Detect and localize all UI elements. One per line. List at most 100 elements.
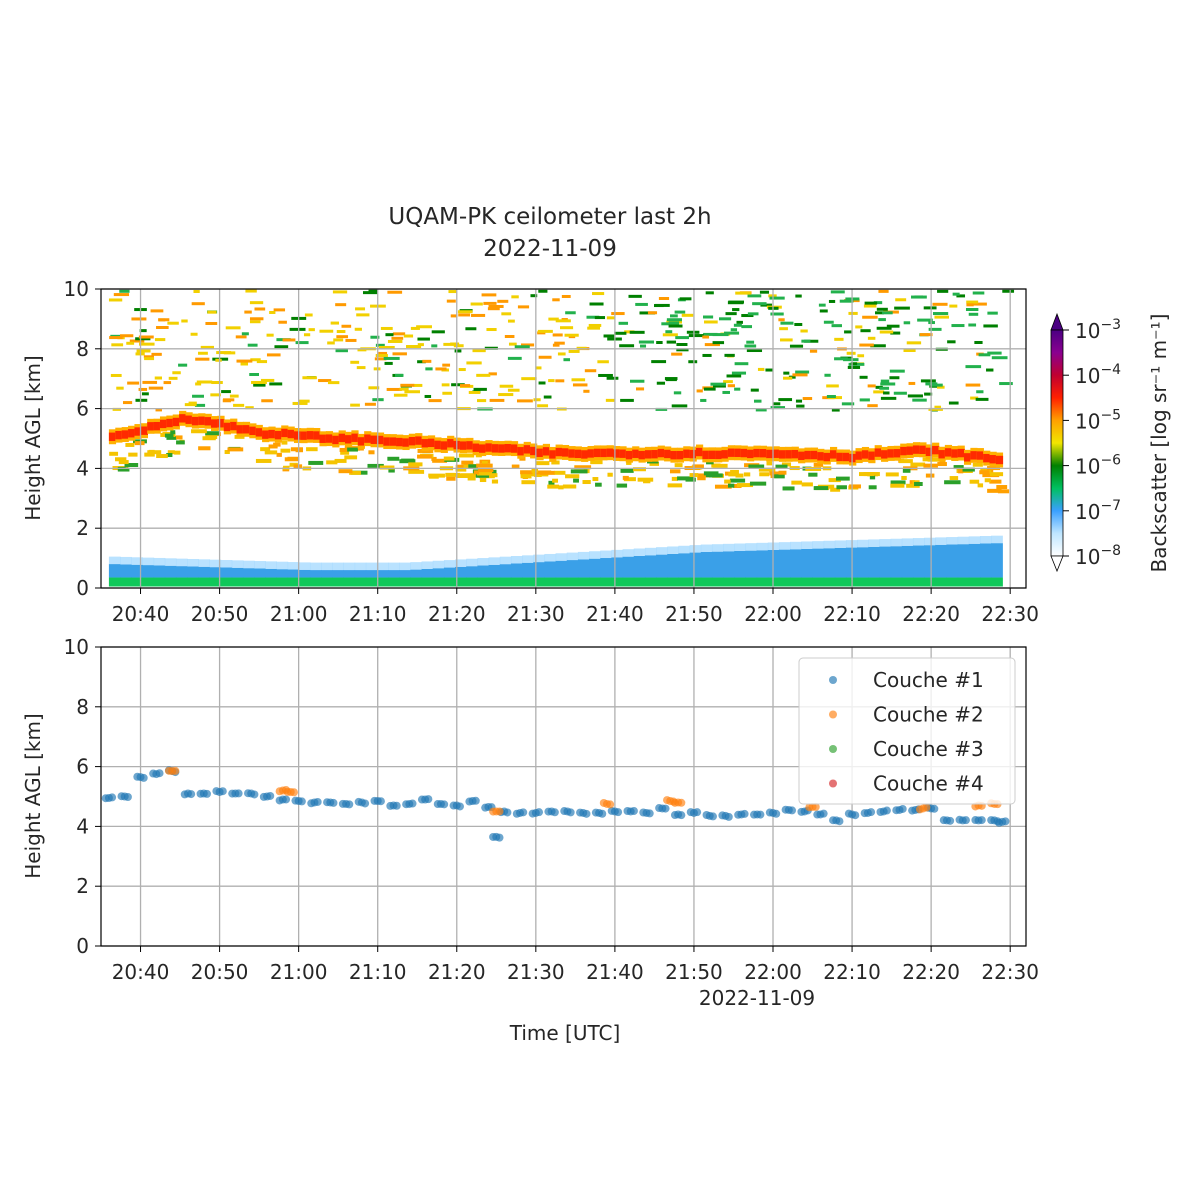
heatmap-cell bbox=[138, 335, 154, 339]
heatmap-cell bbox=[588, 323, 602, 327]
heatmap-cell bbox=[255, 458, 272, 463]
heatmap-cell bbox=[664, 449, 672, 459]
heatmap-cell bbox=[728, 472, 738, 477]
heatmap-cell bbox=[759, 290, 770, 294]
heatmap-cell bbox=[889, 376, 900, 380]
heatmap-cell bbox=[747, 312, 759, 316]
heatmap-cell bbox=[611, 549, 624, 558]
heatmap-cell bbox=[700, 552, 713, 578]
heatmap-cell bbox=[336, 335, 349, 339]
heatmap-cell bbox=[491, 444, 499, 453]
heatmap-cell bbox=[195, 382, 202, 386]
scatter-point bbox=[440, 800, 449, 809]
heatmap-cell bbox=[497, 299, 509, 303]
colorbar-bar bbox=[1050, 329, 1064, 557]
heatmap-cell bbox=[873, 301, 883, 305]
heatmap-cell bbox=[643, 479, 651, 484]
heatmap-cell bbox=[924, 392, 933, 396]
heatmap-cell bbox=[446, 299, 456, 303]
heatmap-cell bbox=[368, 386, 380, 390]
heatmap-cell bbox=[338, 469, 353, 474]
heatmap-cell bbox=[890, 546, 903, 578]
heatmap-cell bbox=[561, 448, 570, 457]
heatmap-cell bbox=[935, 544, 948, 578]
heatmap-cell bbox=[350, 360, 360, 364]
heatmap-cell bbox=[544, 553, 557, 562]
heatmap-cell bbox=[890, 538, 903, 547]
heatmap-cell bbox=[153, 565, 166, 578]
heatmap-cell bbox=[108, 432, 117, 441]
heatmap-cell bbox=[205, 431, 220, 436]
heatmap-cell bbox=[977, 483, 984, 488]
heatmap-cell bbox=[553, 470, 566, 475]
heatmap-cell bbox=[868, 485, 877, 490]
heatmap-cell bbox=[934, 315, 949, 319]
heatmap-cell bbox=[876, 326, 892, 330]
legend-label: Couche #3 bbox=[873, 737, 984, 761]
heatmap-cell bbox=[970, 451, 978, 460]
heatmap-cell bbox=[278, 320, 287, 324]
heatmap-cell bbox=[766, 461, 773, 466]
heatmap-cell bbox=[983, 453, 991, 463]
heatmap-cell bbox=[702, 450, 710, 460]
bs-xtick-label: 20:50 bbox=[191, 602, 249, 626]
heatmap-cell bbox=[319, 434, 327, 443]
heatmap-cell bbox=[508, 342, 517, 346]
colorbar-label: Backscatter [log sr⁻¹ m⁻¹] bbox=[1147, 314, 1171, 573]
heatmap-cell bbox=[370, 435, 378, 444]
heatmap-cell bbox=[666, 340, 677, 344]
heatmap-cell bbox=[757, 367, 765, 371]
heatmap-cell bbox=[460, 384, 471, 388]
heatmap-cell bbox=[403, 334, 414, 338]
heatmap-cell bbox=[703, 315, 714, 319]
heatmap-cell bbox=[476, 463, 493, 468]
heatmap-cell bbox=[876, 307, 888, 311]
heatmap-cell bbox=[354, 570, 367, 578]
heatmap-cell bbox=[678, 553, 691, 578]
heatmap-cell bbox=[521, 377, 537, 381]
heatmap-cell bbox=[309, 577, 322, 587]
heatmap-cell bbox=[281, 428, 289, 438]
heatmap-cell bbox=[831, 408, 840, 412]
heatmap-cell bbox=[204, 417, 212, 426]
heatmap-cell bbox=[676, 343, 688, 347]
heatmap-cell bbox=[303, 333, 311, 337]
scatter-point bbox=[234, 789, 243, 798]
heatmap-cell bbox=[442, 391, 452, 395]
heatmap-cell bbox=[122, 401, 133, 405]
heatmap-cell bbox=[253, 383, 266, 387]
heatmap-cell bbox=[656, 381, 666, 385]
heatmap-cell bbox=[696, 389, 703, 393]
heatmap-cell bbox=[723, 551, 735, 578]
heatmap-cell bbox=[209, 559, 222, 568]
heatmap-cell bbox=[741, 314, 754, 318]
heatmap-cell bbox=[614, 331, 627, 335]
heatmap-cell bbox=[335, 303, 347, 307]
heatmap-cell bbox=[330, 321, 340, 325]
heatmap-cell bbox=[154, 338, 166, 342]
heatmap-cell bbox=[734, 577, 747, 587]
heatmap-cell bbox=[670, 451, 678, 460]
colorbar-ticks: 10−3 10−4 10−5 10−6 10−7 10−8 bbox=[1063, 317, 1121, 569]
heatmap-cell bbox=[309, 570, 322, 578]
heatmap-cell bbox=[834, 357, 848, 361]
heatmap-cell bbox=[879, 330, 894, 334]
heatmap-cell bbox=[410, 569, 423, 578]
heatmap-cell bbox=[671, 404, 688, 408]
heatmap-cell bbox=[555, 319, 571, 323]
heatmap-cell bbox=[978, 353, 991, 357]
heatmap-cell bbox=[987, 488, 1002, 493]
heatmap-cell bbox=[986, 368, 994, 372]
heatmap-cell bbox=[249, 301, 264, 305]
scatter-point bbox=[582, 809, 591, 818]
heatmap-cell bbox=[222, 398, 235, 402]
heatmap-cell bbox=[859, 375, 868, 379]
heatmap-cell bbox=[957, 577, 970, 587]
heatmap-cell bbox=[880, 396, 897, 400]
scatter-point bbox=[218, 787, 227, 796]
heatmap-cell bbox=[479, 444, 487, 453]
heatmap-cell bbox=[769, 471, 783, 476]
heatmap-cell bbox=[510, 563, 523, 578]
scatter-point bbox=[835, 817, 844, 826]
